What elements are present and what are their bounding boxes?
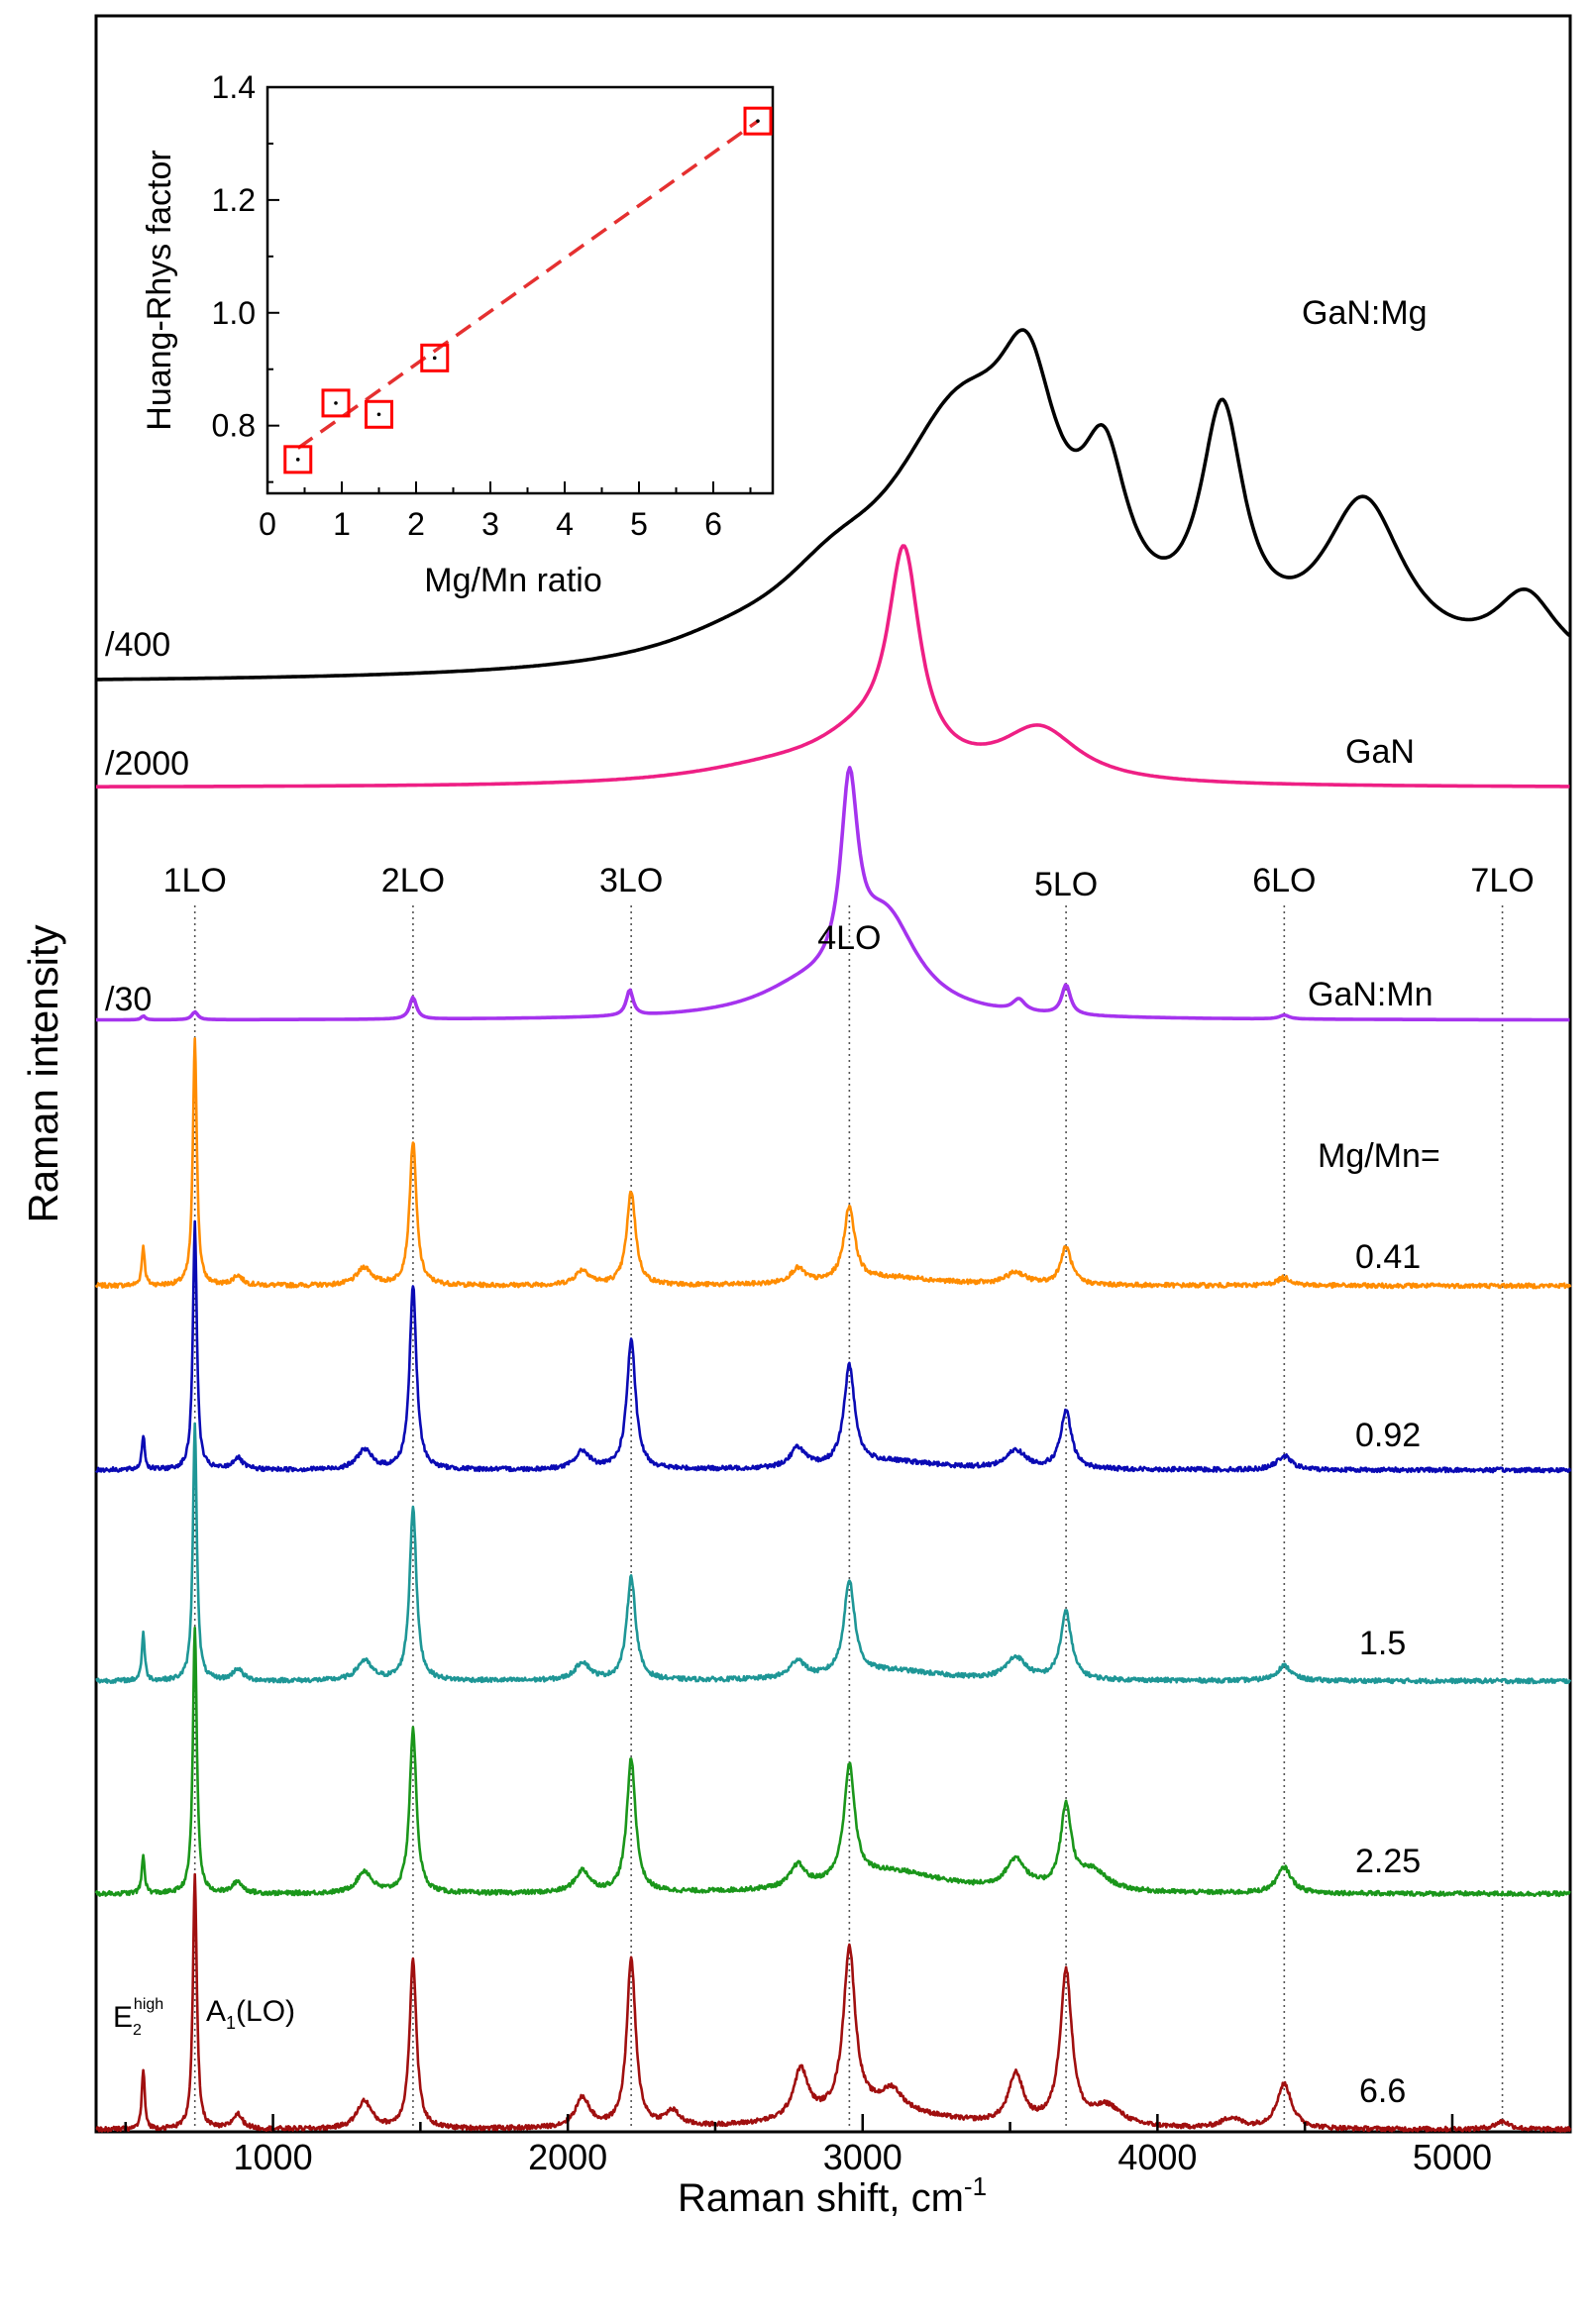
a1-rest: (LO) xyxy=(236,1995,295,2028)
series-label-2.25: 2.25 xyxy=(1355,1843,1421,1880)
inset-point-center-0 xyxy=(295,458,300,462)
inset-y-tick-label-1: 1.0 xyxy=(212,295,256,331)
lo-label-2LO: 2LO xyxy=(381,862,445,899)
e2-superscript: high xyxy=(134,1996,163,2013)
lo-labels: 1LO 2LO 3LO 4LO 5LO 6LO 7LO xyxy=(163,862,1535,957)
inset-x-axis-label: Mg/Mn ratio xyxy=(424,562,602,599)
series-label-0.92: 0.92 xyxy=(1355,1417,1421,1454)
inset-x-tick-label-6: 6 xyxy=(704,506,722,542)
series-label-gan-mg: GaN:Mg xyxy=(1302,294,1428,332)
inset-chart: 0 1 2 3 4 5 6 0.8 1.0 1.2 1.4 Huang-Rhys factor Mg… xyxy=(141,69,775,599)
inset-point-center-4 xyxy=(756,119,760,123)
x-tick-label-3000: 3000 xyxy=(823,2137,903,2177)
inset-y-tick-label-0.8: 0.8 xyxy=(212,408,256,444)
series-label-gan-mn: GaN:Mn xyxy=(1308,976,1434,1013)
inset-axes: 0 1 2 3 4 5 6 0.8 1.0 1.2 1.4 xyxy=(212,69,752,542)
e2-high-label: E2 high xyxy=(113,1996,163,2039)
series-label-gan: GaN xyxy=(1345,733,1415,771)
inset-point-3 xyxy=(420,343,450,372)
inset-point-center-2 xyxy=(376,412,381,417)
inset-point-4 xyxy=(743,106,773,136)
inset-data xyxy=(283,106,773,475)
scale-label-gan: /2000 xyxy=(105,745,189,783)
inset-x-tick-label-0: 0 xyxy=(259,506,276,542)
spectrum-GaN:Mg xyxy=(96,328,1571,682)
lo-label-7LO: 7LO xyxy=(1470,862,1534,899)
spectrum-Mg/Mn=2.25 xyxy=(94,1626,1571,1898)
inset-plot-frame xyxy=(266,85,775,495)
main-x-axis-label-text: Raman shift, cm xyxy=(678,2176,964,2220)
inset-y-tick-label-1.4: 1.4 xyxy=(212,69,256,105)
a1-base: A xyxy=(206,1995,226,2028)
lo-label-3LO: 3LO xyxy=(599,862,663,899)
scale-label-gan-mg: /400 xyxy=(105,626,170,664)
e2-base: E xyxy=(113,2001,133,2034)
inset-point-2 xyxy=(365,399,393,429)
inset-fit-line xyxy=(296,119,760,450)
lo-label-5LO: 5LO xyxy=(1034,866,1098,903)
inset-x-tick-label-3: 3 xyxy=(481,506,499,542)
x-tick-label-4000: 4000 xyxy=(1117,2137,1197,2177)
mg-mn-heading: Mg/Mn= xyxy=(1318,1137,1440,1175)
series-label-1.5: 1.5 xyxy=(1359,1625,1406,1662)
inset-x-tick-label-5: 5 xyxy=(630,506,648,542)
inset-y-tick-label-1.2: 1.2 xyxy=(212,182,256,218)
series-label-0.41: 0.41 xyxy=(1355,1238,1421,1276)
spectrum-Mg/Mn=0.41 xyxy=(94,1037,1572,1290)
lo-label-4LO: 4LO xyxy=(817,919,881,957)
inset-point-center-1 xyxy=(334,401,338,405)
x-tick-label-1000: 1000 xyxy=(234,2137,313,2177)
inset-point-1 xyxy=(321,388,351,418)
a1-subscript: 1 xyxy=(226,2013,236,2033)
inset-point-center-3 xyxy=(432,356,437,361)
a1-lo-label: A1(LO) xyxy=(206,1995,295,2033)
e2-subscript: 2 xyxy=(133,2022,142,2039)
spectrum-Mg/Mn=6.6 xyxy=(95,1872,1572,2133)
main-x-axis-label-superscript: -1 xyxy=(964,2171,987,2201)
x-tick-label-5000: 5000 xyxy=(1413,2137,1492,2177)
spectrum-Mg/Mn=1.5 xyxy=(95,1422,1572,1685)
spectrum-GaN:Mn xyxy=(96,766,1570,1022)
inset-x-tick-label-1: 1 xyxy=(333,506,351,542)
series-label-6.6: 6.6 xyxy=(1359,2072,1406,2110)
main-y-axis-label: Raman intensity xyxy=(20,924,66,1222)
main-plot-frame xyxy=(94,14,1572,2134)
spectra-group xyxy=(94,328,1572,2133)
spectrum-Mg/Mn=0.92 xyxy=(94,1219,1572,1474)
lo-label-1LO: 1LO xyxy=(163,862,227,899)
main-x-axis-label: Raman shift, cm-1 xyxy=(678,2171,987,2220)
scale-label-gan-mn: /30 xyxy=(105,981,152,1018)
inset-x-tick-label-4: 4 xyxy=(556,506,574,542)
lo-label-6LO: 6LO xyxy=(1252,862,1316,899)
x-tick-label-2000: 2000 xyxy=(528,2137,607,2177)
inset-point-0 xyxy=(283,445,313,475)
inset-y-axis-label: Huang-Rhys factor xyxy=(141,150,178,430)
main-x-axis: 1000 2000 3000 4000 5000 xyxy=(124,2114,1492,2177)
spectrum-GaN xyxy=(96,544,1570,789)
inset-x-tick-label-2: 2 xyxy=(407,506,425,542)
